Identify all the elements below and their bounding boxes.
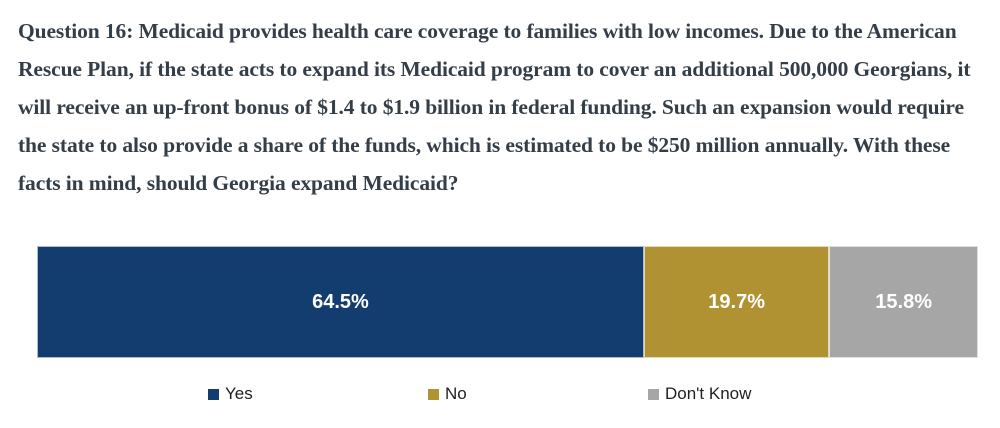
stacked-bar: 64.5% 19.7% 15.8% <box>37 246 978 358</box>
legend-swatch-icon <box>428 388 439 400</box>
legend-label: Yes <box>225 384 253 403</box>
chart-legend: Yes No Don't Know <box>208 384 868 404</box>
legend-item-no: No <box>428 384 648 404</box>
medicaid-expansion-chart: 64.5% 19.7% 15.8% <box>37 246 978 358</box>
legend-label: Don't Know <box>665 384 752 403</box>
bar-segment-no: 19.7% <box>643 246 830 358</box>
legend-item-yes: Yes <box>208 384 428 404</box>
legend-label: No <box>445 384 467 403</box>
legend-swatch-icon <box>208 388 219 400</box>
question-text: Question 16: Medicaid provides health ca… <box>18 19 971 195</box>
segment-value-label: 15.8% <box>875 290 932 313</box>
bar-segment-yes: 64.5% <box>37 246 644 358</box>
legend-item-don-t-know: Don't Know <box>648 384 868 404</box>
legend-swatch-icon <box>648 388 659 400</box>
segment-value-label: 64.5% <box>312 290 369 313</box>
bar-segment-don-t-know: 15.8% <box>829 246 978 358</box>
segment-value-label: 19.7% <box>708 290 765 313</box>
